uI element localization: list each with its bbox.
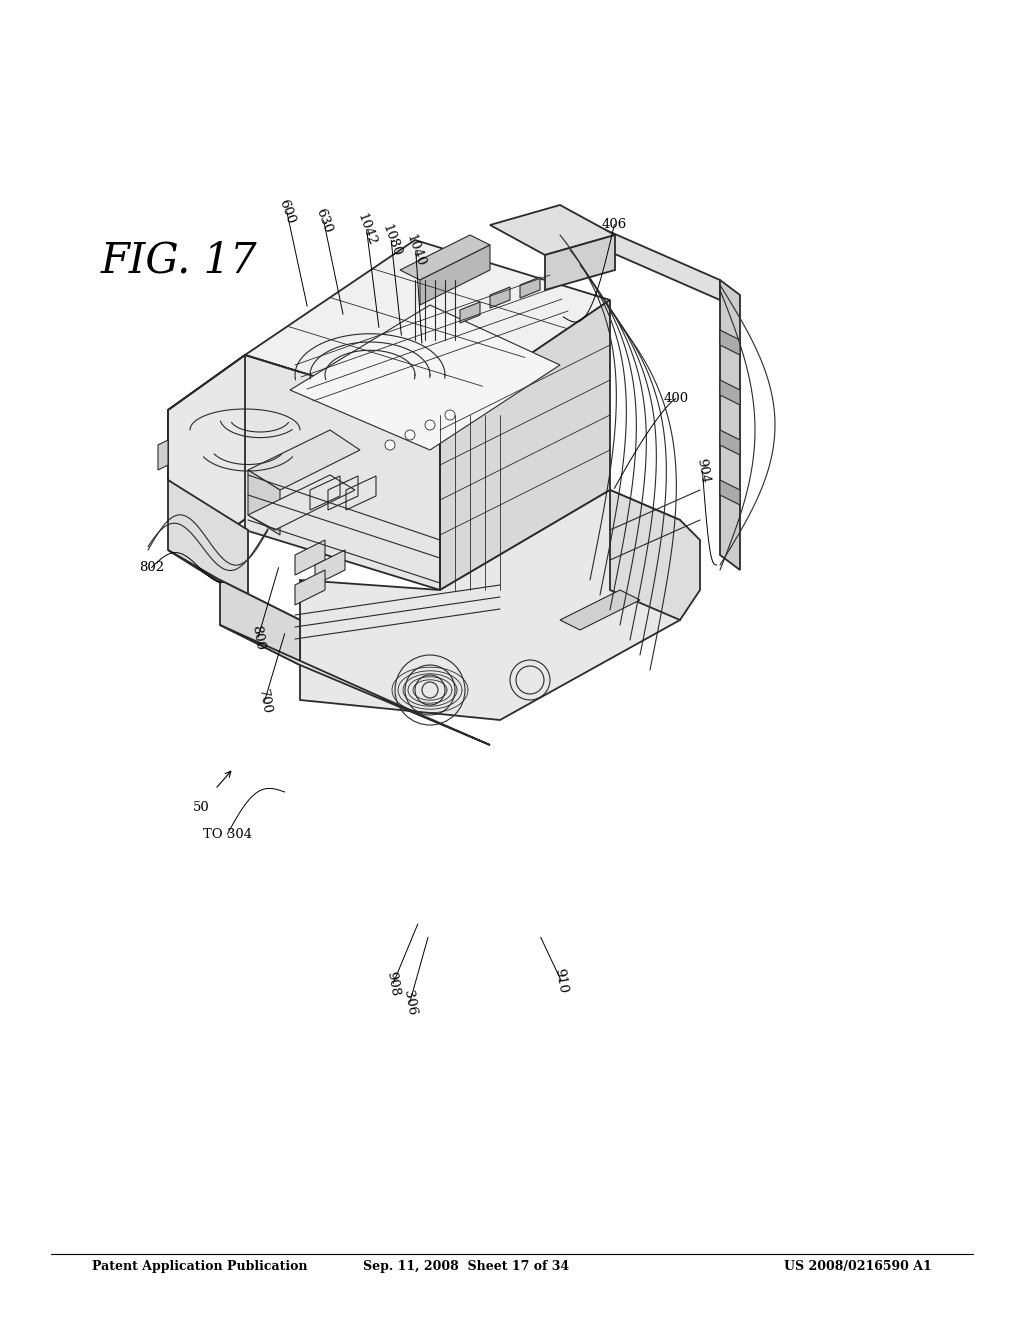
Text: Sep. 11, 2008  Sheet 17 of 34: Sep. 11, 2008 Sheet 17 of 34 — [362, 1261, 569, 1272]
Polygon shape — [520, 277, 540, 298]
Polygon shape — [248, 475, 355, 531]
Polygon shape — [560, 210, 720, 300]
Circle shape — [406, 430, 415, 440]
Polygon shape — [720, 480, 740, 506]
Polygon shape — [245, 240, 610, 414]
Text: 802: 802 — [139, 561, 164, 574]
Text: 908: 908 — [385, 970, 401, 997]
Circle shape — [385, 440, 395, 450]
Polygon shape — [490, 286, 510, 308]
Polygon shape — [720, 280, 740, 570]
Text: 904: 904 — [694, 458, 711, 484]
Text: 700: 700 — [256, 689, 272, 715]
Text: 1040: 1040 — [403, 232, 428, 269]
Text: 406: 406 — [602, 218, 627, 231]
Text: Patent Application Publication: Patent Application Publication — [92, 1261, 307, 1272]
Polygon shape — [720, 430, 740, 455]
Polygon shape — [295, 540, 325, 576]
Polygon shape — [220, 579, 300, 665]
Text: 306: 306 — [401, 990, 418, 1016]
Polygon shape — [168, 480, 248, 601]
Polygon shape — [295, 570, 325, 605]
Polygon shape — [158, 440, 168, 470]
Polygon shape — [440, 300, 610, 590]
Polygon shape — [720, 380, 740, 405]
Text: 50: 50 — [194, 801, 210, 814]
Text: 600: 600 — [276, 197, 297, 226]
Polygon shape — [460, 302, 480, 323]
Circle shape — [425, 420, 435, 430]
Polygon shape — [248, 430, 360, 490]
Polygon shape — [220, 624, 490, 744]
Polygon shape — [545, 235, 615, 290]
Text: 400: 400 — [664, 392, 688, 405]
Polygon shape — [168, 355, 300, 531]
Polygon shape — [168, 550, 300, 620]
Text: US 2008/0216590 A1: US 2008/0216590 A1 — [784, 1261, 932, 1272]
Polygon shape — [290, 305, 560, 450]
Text: 1042: 1042 — [354, 211, 379, 248]
Polygon shape — [560, 590, 640, 630]
Polygon shape — [300, 490, 680, 719]
Circle shape — [445, 411, 455, 420]
Text: 910: 910 — [553, 968, 569, 994]
Text: 630: 630 — [313, 206, 334, 235]
Polygon shape — [420, 246, 490, 305]
Text: TO 304: TO 304 — [203, 828, 252, 841]
Polygon shape — [248, 470, 280, 535]
Text: 800: 800 — [250, 624, 266, 651]
Polygon shape — [720, 330, 740, 355]
Polygon shape — [245, 355, 440, 590]
Text: FIG. 17: FIG. 17 — [101, 239, 257, 281]
Polygon shape — [490, 205, 615, 255]
Polygon shape — [315, 550, 345, 585]
Polygon shape — [610, 490, 700, 620]
Text: 1080: 1080 — [379, 222, 403, 259]
Polygon shape — [400, 235, 490, 280]
